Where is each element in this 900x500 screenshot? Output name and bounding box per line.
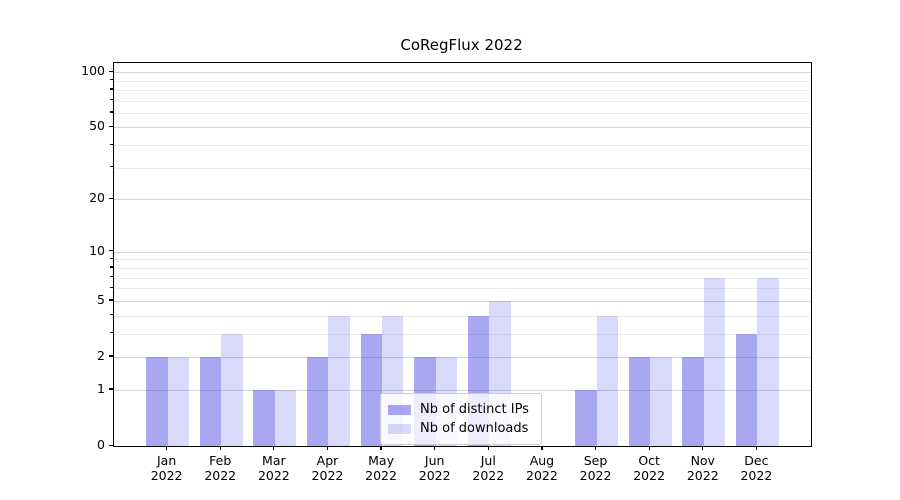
bar-apr-ips (307, 357, 329, 446)
y-tick-10 (108, 250, 113, 252)
y-minortick-7 (110, 276, 113, 278)
bar-feb-ips (199, 357, 222, 446)
y-minortick-4 (110, 314, 113, 316)
y-tick-label-5: 5 (97, 291, 105, 307)
bar-dec-ips (735, 333, 758, 446)
x-tick-sep (594, 446, 597, 451)
bar-may-ips (360, 333, 383, 446)
y-tick-label-20: 20 (89, 190, 105, 206)
x-tick-label-nov: Nov 2022 (686, 453, 719, 483)
x-tick-label-apr: Apr 2022 (311, 453, 344, 483)
legend-swatch-distinct-ips (388, 404, 411, 415)
gridline-major (114, 389, 811, 391)
bar-mar-ips (253, 389, 275, 446)
gridline-minor (114, 259, 811, 261)
y-minortick-40 (110, 143, 113, 145)
y-minortick-3 (110, 332, 113, 334)
x-tick-label-jan: Jan 2022 (150, 453, 183, 483)
y-tick-label-2: 2 (97, 347, 105, 363)
y-minortick-8 (110, 266, 113, 268)
y-minortick-90 (110, 79, 113, 81)
legend-entry-distinct-ips: Nb of distinct IPs (388, 400, 533, 419)
x-tick-label-may: May 2022 (365, 453, 397, 483)
y-minortick-9 (110, 257, 113, 260)
y-tick-0 (108, 444, 113, 446)
bar-jan-ips (146, 357, 168, 446)
bar-jan-downloads (167, 357, 189, 446)
y-tick-label-100: 100 (81, 63, 105, 79)
bar-apr-downloads (328, 315, 350, 446)
plot-area: Nb of distinct IPs Nb of downloads (113, 62, 812, 447)
gridline-major (114, 127, 811, 129)
gridline-minor (114, 167, 811, 169)
gridline-minor (114, 100, 811, 102)
y-tick-label-10: 10 (89, 242, 105, 258)
x-tick-label-jun: Jun 2022 (418, 453, 451, 483)
bar-dec-downloads (757, 277, 779, 446)
y-minortick-70 (110, 99, 113, 101)
y-minortick-30 (110, 166, 113, 168)
y-tick-label-1: 1 (97, 380, 105, 396)
bar-mar-downloads (274, 389, 297, 446)
legend: Nb of distinct IPs Nb of downloads (380, 393, 542, 445)
x-tick-label-jul: Jul 2022 (472, 453, 505, 483)
gridline-minor (114, 267, 811, 269)
y-tick-1 (108, 388, 113, 390)
gridline-minor (114, 288, 811, 290)
y-minortick-60 (110, 111, 113, 113)
bar-oct-downloads (650, 357, 672, 446)
x-tick-may (380, 446, 382, 451)
bar-sep-downloads (596, 315, 618, 446)
x-tick-label-feb: Feb 2022 (204, 453, 237, 483)
bar-feb-downloads (221, 333, 243, 446)
gridline-major (114, 251, 811, 253)
y-tick-50 (108, 125, 113, 128)
y-minortick-6 (110, 286, 113, 289)
x-tick-jan (166, 446, 168, 451)
gridline-minor (114, 333, 811, 335)
x-tick-label-dec: Dec 2022 (740, 453, 773, 483)
legend-entry-downloads: Nb of downloads (388, 419, 533, 438)
y-tick-label-0: 0 (97, 437, 105, 452)
y-tick-label-50: 50 (89, 118, 105, 134)
gridline-major (114, 72, 811, 74)
x-tick-label-mar: Mar 2022 (257, 453, 290, 483)
gridline-minor (114, 89, 811, 91)
x-tick-feb (219, 446, 221, 451)
gridline-minor (114, 145, 811, 147)
bar-oct-ips (628, 357, 651, 446)
x-tick-apr (326, 446, 329, 451)
x-tick-oct (648, 446, 650, 451)
gridline-minor (114, 80, 811, 82)
x-tick-jun (434, 446, 436, 451)
y-tick-2 (108, 355, 113, 357)
x-tick-label-aug: Aug 2022 (526, 453, 558, 483)
x-tick-label-oct: Oct 2022 (633, 453, 666, 483)
legend-label-distinct-ips: Nb of distinct IPs (420, 402, 529, 417)
chart-title: CoRegFlux 2022 (400, 36, 523, 54)
gridline-minor (114, 112, 811, 114)
bar-nov-downloads (703, 277, 726, 446)
gridline-minor (114, 315, 811, 317)
x-tick-label-sep: Sep 2022 (579, 453, 612, 483)
x-tick-jul (487, 446, 489, 451)
bar-sep-ips (575, 389, 597, 446)
y-tick-5 (108, 299, 113, 301)
y-tick-20 (108, 197, 113, 200)
gridline-major (114, 300, 811, 302)
y-tick-100 (108, 70, 113, 72)
bar-nov-ips (682, 357, 704, 446)
legend-swatch-downloads (388, 423, 411, 434)
x-tick-dec (755, 446, 757, 451)
gridline-major (114, 356, 811, 358)
x-tick-mar (273, 446, 275, 451)
legend-label-downloads: Nb of downloads (420, 421, 529, 436)
x-tick-aug (541, 446, 543, 451)
x-tick-nov (702, 446, 704, 451)
y-minortick-80 (110, 88, 113, 90)
gridline-minor (114, 277, 811, 279)
gridline-major (114, 199, 811, 201)
